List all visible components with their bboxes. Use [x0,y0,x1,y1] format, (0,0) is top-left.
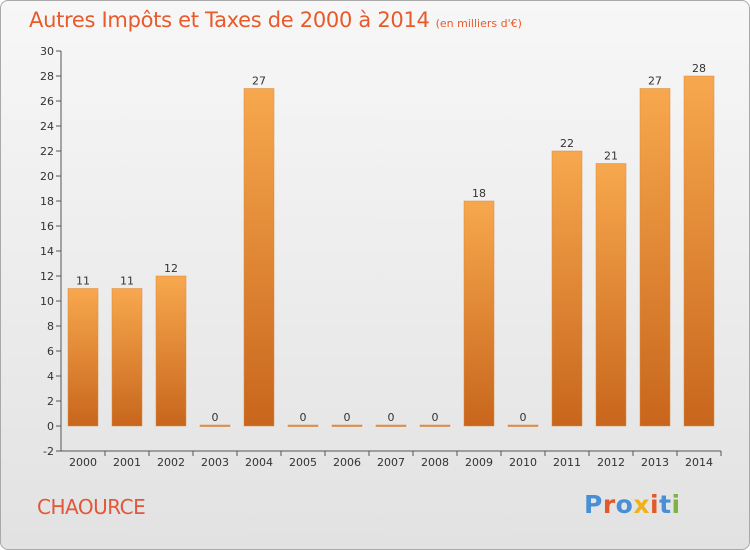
bar[interactable] [243,88,275,427]
bar-value-label: 22 [560,137,574,150]
logo-letter: P [584,490,603,519]
bar-value-label: 0 [212,411,219,424]
bar-value-label: 11 [120,275,134,288]
bar[interactable] [287,424,319,427]
x-tick-label: 2012 [597,456,625,469]
y-tick-label: 0 [47,420,54,433]
y-tick-label: 24 [40,120,54,133]
bar[interactable] [67,288,99,427]
chart-title-line: Autres Impôts et Taxes de 2000 à 2014 (en… [29,8,522,32]
x-tick-label: 2006 [333,456,361,469]
x-tick-label: 2009 [465,456,493,469]
bar[interactable] [331,424,363,427]
y-tick-label: 12 [40,270,54,283]
y-tick-label: 30 [40,45,54,58]
bar[interactable] [595,163,627,427]
proxiti-logo[interactable]: Proxiti [584,490,681,519]
bar-value-label: 21 [604,150,618,163]
bar-value-label: 0 [520,411,527,424]
y-tick-label: 4 [47,370,54,383]
bar[interactable] [375,424,407,427]
bar[interactable] [551,150,583,427]
y-tick-label: 14 [40,245,54,258]
logo-letter: r [602,490,616,519]
logo-letter: i [671,490,681,519]
bar-value-label: 0 [300,411,307,424]
x-tick-label: 2004 [245,456,273,469]
logo-letter: i [650,490,660,519]
bar[interactable] [463,200,495,427]
bar[interactable] [507,424,539,427]
x-tick-label: 2014 [685,456,713,469]
bar-value-label: 0 [388,411,395,424]
bar-value-label: 12 [164,262,178,275]
x-tick-label: 2007 [377,456,405,469]
logo-letter: t [659,490,672,519]
y-tick-label: 18 [40,195,54,208]
bar-value-label: 0 [344,411,351,424]
y-tick-label: 22 [40,145,54,158]
chart-bars: 11 11 12 0 27 0 0 0 0 18 0 22 21 27 28 [67,62,715,427]
x-tick-label: 2010 [509,456,537,469]
bar-value-label: 0 [432,411,439,424]
bar-value-label: 11 [76,275,90,288]
bar-value-label: 27 [648,75,662,88]
place-name: CHAOURCE [37,495,146,519]
y-tick-label: 26 [40,95,54,108]
y-tick-label: 10 [40,295,54,308]
bar-value-label: 28 [692,62,706,75]
bar[interactable] [683,75,715,427]
x-tick-label: 2008 [421,456,449,469]
y-tick-label: 2 [47,395,54,408]
y-tick-label: 6 [47,345,54,358]
bar-value-label: 27 [252,75,266,88]
x-tick-label: 2001 [113,456,141,469]
y-tick-label: 8 [47,320,54,333]
bar[interactable] [639,88,671,427]
chart-subtitle: (en milliers d'€) [435,17,522,30]
chart-title: Autres Impôts et Taxes de 2000 à 2014 [29,8,430,32]
x-tick-label: 2003 [201,456,229,469]
y-tick-label: 16 [40,220,54,233]
y-tick-label: 28 [40,70,54,83]
bar[interactable] [111,288,143,427]
logo-letter: x [633,490,650,519]
x-tick-label: 2011 [553,456,581,469]
x-tick-label: 2002 [157,456,185,469]
bar[interactable] [199,424,231,427]
x-tick-label: 2005 [289,456,317,469]
bar-value-label: 18 [472,187,486,200]
bar[interactable] [419,424,451,427]
logo-letter: o [615,490,634,519]
y-tick-label: -2 [43,445,54,458]
y-tick-label: 20 [40,170,54,183]
bar[interactable] [155,275,187,427]
x-tick-label: 2013 [641,456,669,469]
x-tick-label: 2000 [69,456,97,469]
